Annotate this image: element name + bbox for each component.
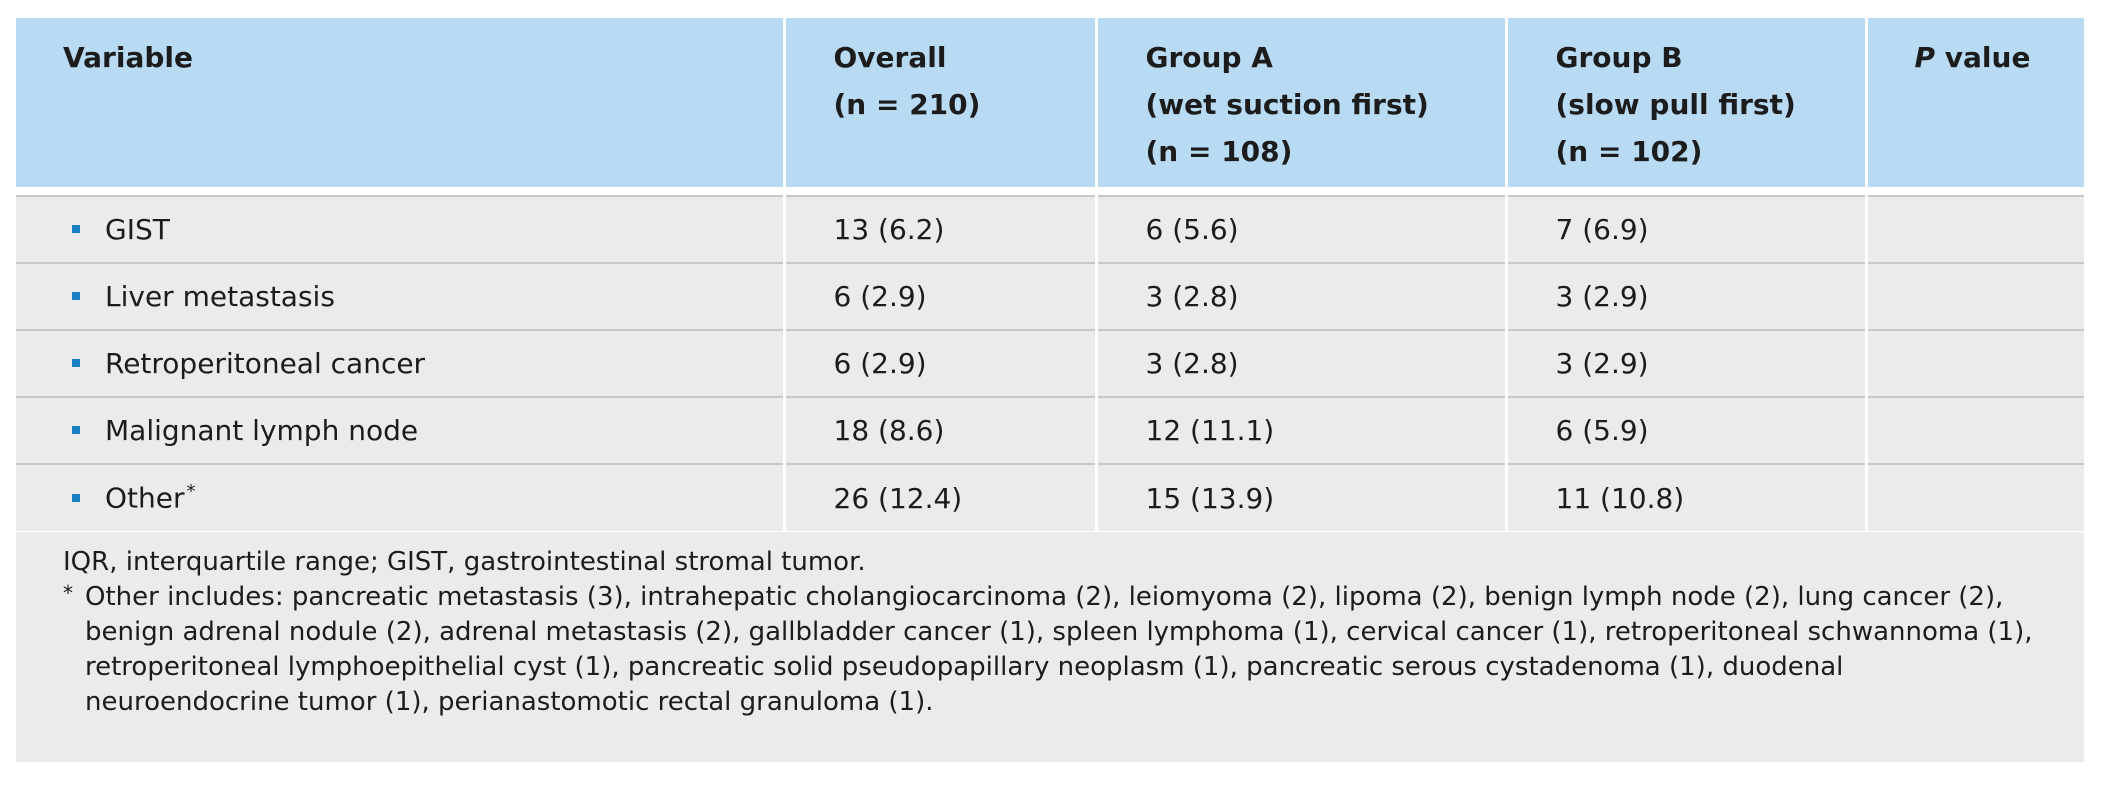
header-p-value-italic: P [1914,41,1936,74]
results-table: Variable Overall (n = 210) Group A (wet … [16,18,2084,531]
table-row: Malignant lymph node 18 (8.6) 12 (11.1) … [16,397,2084,465]
header-overall: Overall (n = 210) [784,18,1098,187]
bullet-icon [72,225,80,233]
table-row: GIST 13 (6.2) 6 (5.6) 7 (6.9) [16,196,2084,264]
header-variable-label: Variable [63,41,193,74]
table-footnotes: IQR, interquartile range; GIST, gastroin… [16,532,2084,762]
group-a-cell: 3 (2.8) [1096,330,1508,398]
variable-cell: GIST [16,196,786,264]
header-spacer [16,187,2084,197]
footnote-other-marker: * [63,581,73,605]
spacer-cell [16,187,2084,197]
variable-label: Malignant lymph node [105,414,419,447]
variable-label: Other [105,481,185,515]
table-row: Retroperitoneal cancer 6 (2.9) 3 (2.8) 3… [16,330,2084,398]
overall-cell: 26 (12.4) [784,464,1098,531]
bullet-icon [72,493,80,502]
table-body: GIST 13 (6.2) 6 (5.6) 7 (6.9) Liver meta… [16,187,2084,531]
group-b-cell: 6 (5.9) [1506,397,1868,465]
p-value-cell [1866,397,2084,465]
overall-cell: 13 (6.2) [784,196,1098,264]
header-group-a-label: Group A [1145,41,1273,74]
variable-cell: Malignant lymph node [16,397,786,465]
variable-label: GIST [105,213,170,246]
variable-cell: Retroperitoneal cancer [16,330,786,398]
group-b-cell: 3 (2.9) [1506,263,1868,331]
footnote-marker: * [186,481,196,503]
header-variable: Variable [16,18,786,187]
header-overall-n: (n = 210) [833,88,981,121]
group-a-cell: 15 (13.9) [1096,464,1508,531]
header-group-b-label: Group B [1555,41,1683,74]
header-group-a-n: (n = 108) [1145,135,1293,168]
p-value-cell [1866,330,2084,398]
overall-cell: 18 (8.6) [784,397,1098,465]
overall-cell: 6 (2.9) [784,330,1098,398]
header-group-b-method: (slow pull first) [1555,88,1796,121]
footnote-other: * Other includes: pancreatic metastasis … [63,580,2054,720]
variable-label: Retroperitoneal cancer [105,347,426,380]
header-group-b: Group B (slow pull first) (n = 102) [1506,18,1868,187]
header-row: Variable Overall (n = 210) Group A (wet … [16,18,2084,187]
footnote-other-text: Other includes: pancreatic metastasis (3… [85,582,2033,717]
p-value-cell [1866,196,2084,264]
header-group-a: Group A (wet suction first) (n = 108) [1096,18,1508,187]
group-a-cell: 3 (2.8) [1096,263,1508,331]
header-p-value: P value [1866,18,2084,187]
header-p-value-rest: value [1935,41,2031,74]
variable-cell: Liver metastasis [16,263,786,331]
group-b-cell: 7 (6.9) [1506,196,1868,264]
group-a-cell: 12 (11.1) [1096,397,1508,465]
group-b-cell: 11 (10.8) [1506,464,1868,531]
p-value-cell [1866,263,2084,331]
overall-cell: 6 (2.9) [784,263,1098,331]
p-value-cell [1866,464,2084,531]
header-group-b-n: (n = 102) [1555,135,1703,168]
group-a-cell: 6 (5.6) [1096,196,1508,264]
table-row: Other * 26 (12.4) 15 (13.9) 11 (10.8) [16,464,2084,531]
header-group-a-method: (wet suction first) [1145,88,1429,121]
table-header: Variable Overall (n = 210) Group A (wet … [16,18,2084,187]
variable-label: Liver metastasis [105,280,335,313]
bullet-icon [72,426,80,434]
table-row: Liver metastasis 6 (2.9) 3 (2.8) 3 (2.9) [16,263,2084,331]
bullet-icon [72,292,80,300]
variable-cell: Other * [16,464,786,531]
header-overall-label: Overall [833,41,947,74]
data-table-container: Variable Overall (n = 210) Group A (wet … [16,18,2084,531]
bullet-icon [72,359,80,367]
group-b-cell: 3 (2.9) [1506,330,1868,398]
footnote-abbreviations: IQR, interquartile range; GIST, gastroin… [63,547,866,577]
